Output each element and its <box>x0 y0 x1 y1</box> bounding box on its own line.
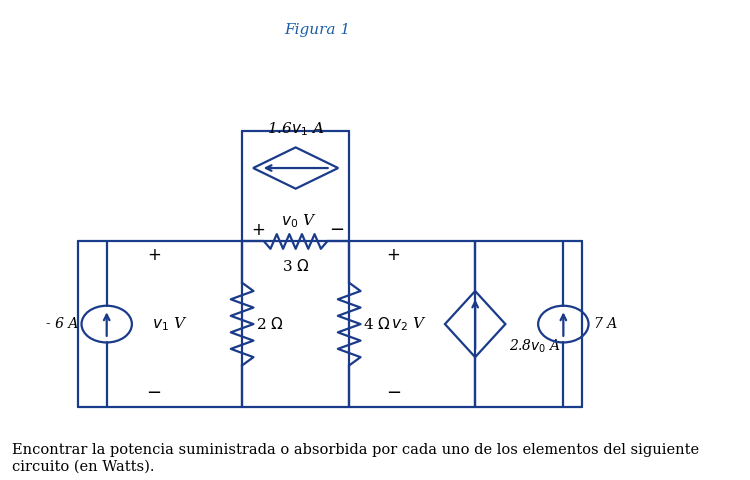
Text: +: + <box>251 221 265 239</box>
Text: - 6 A: - 6 A <box>46 317 78 331</box>
Text: 7 A: 7 A <box>593 317 616 331</box>
Text: +: + <box>147 246 161 264</box>
Text: 2 $\Omega$: 2 $\Omega$ <box>256 316 284 332</box>
Text: 2.8$v_0$ A: 2.8$v_0$ A <box>509 338 561 355</box>
Text: $v_0$ V: $v_0$ V <box>281 212 316 229</box>
Text: −: − <box>386 384 400 402</box>
Text: 1.6$v_1$ A: 1.6$v_1$ A <box>267 120 325 138</box>
Text: −: − <box>146 384 161 402</box>
Text: Encontrar la potencia suministrada o absorbida por cada uno de los elementos del: Encontrar la potencia suministrada o abs… <box>12 444 699 474</box>
Text: 4 $\Omega$: 4 $\Omega$ <box>363 316 391 332</box>
Text: −: − <box>329 221 344 239</box>
Text: 3 $\Omega$: 3 $\Omega$ <box>282 258 310 274</box>
Text: $v_1$ V: $v_1$ V <box>152 315 188 333</box>
Text: Figura 1: Figura 1 <box>285 24 351 37</box>
Text: $v_2$ V: $v_2$ V <box>392 315 427 333</box>
Text: +: + <box>386 246 400 264</box>
